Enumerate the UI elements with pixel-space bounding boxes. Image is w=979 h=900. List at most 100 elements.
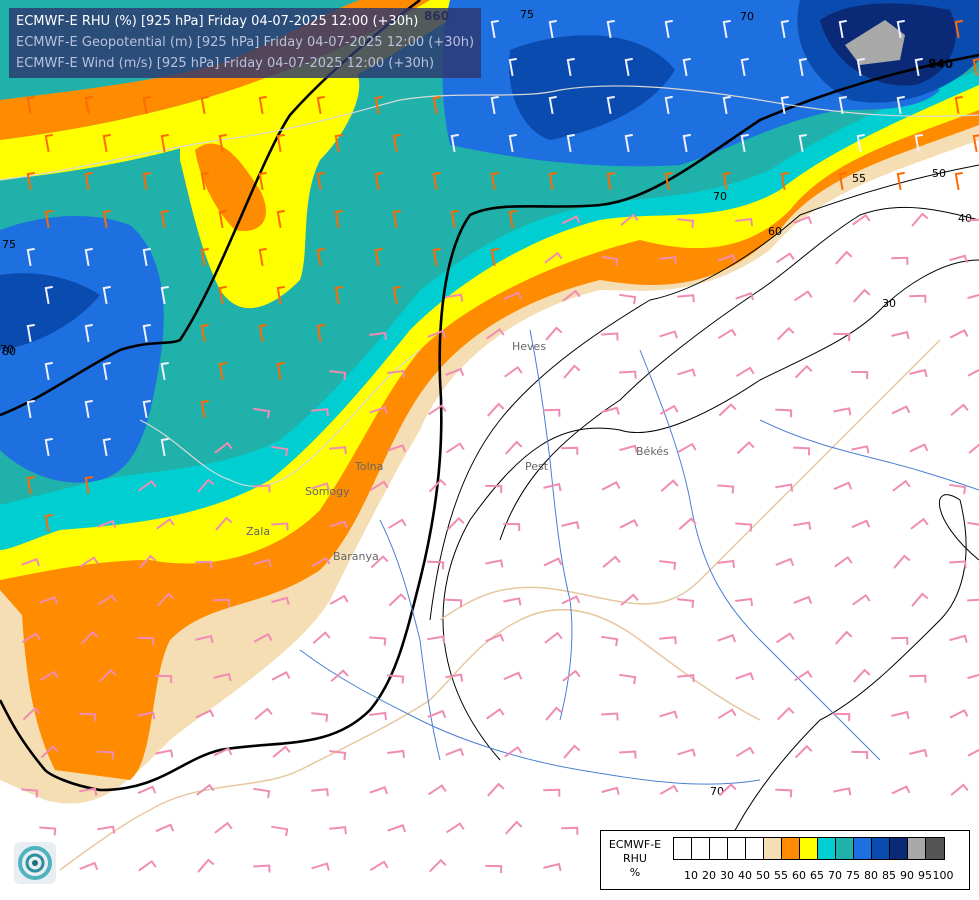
wind-barb — [316, 323, 325, 343]
wind-barb — [950, 783, 969, 796]
wind-barb — [619, 673, 637, 685]
wind-barb — [606, 171, 615, 191]
wind-barb — [97, 750, 115, 760]
wind-barb — [213, 747, 233, 757]
wind-barb — [659, 560, 677, 570]
wind-barb — [949, 634, 968, 643]
wind-barb — [505, 820, 523, 835]
wind-barb — [102, 133, 111, 153]
wind-barb — [157, 592, 175, 607]
wind-barb — [374, 171, 383, 191]
wind-barb — [717, 254, 737, 263]
wind-barb — [775, 408, 793, 418]
legend-color-bar — [673, 837, 945, 860]
wind-barb — [602, 555, 621, 568]
wind-barb — [619, 518, 639, 529]
wind-barb — [218, 133, 227, 153]
legend-swatch — [692, 838, 710, 859]
river-line — [299, 649, 761, 785]
wind-barb — [26, 399, 35, 419]
wind-barb — [543, 788, 561, 797]
contour-label-70: 70 — [713, 190, 727, 203]
wind-barb — [838, 19, 847, 39]
wind-barb — [735, 366, 755, 378]
wind-barb — [967, 366, 979, 377]
color-legend: ECMWF-E RHU % 10 20 30 40 50 55 60 65 70 75 80 85 90… — [600, 830, 970, 890]
wind-barb — [253, 864, 271, 873]
wind-barb — [218, 361, 227, 381]
wind-barb — [911, 212, 929, 227]
wind-barb — [896, 19, 905, 39]
wind-barb — [369, 786, 389, 795]
wind-barb — [677, 442, 697, 453]
wind-barb — [200, 323, 209, 343]
wind-barb — [891, 785, 911, 795]
wind-barb — [80, 630, 99, 645]
wind-barb — [276, 285, 285, 305]
place-label: Békés — [636, 445, 669, 458]
wind-barb — [736, 441, 755, 455]
wind-barb — [254, 707, 273, 720]
wind-barb — [432, 95, 441, 115]
wind-barb — [329, 750, 347, 760]
wind-barb — [954, 95, 963, 115]
wind-barb — [142, 247, 151, 267]
wind-barb — [137, 636, 155, 646]
wind-barb — [682, 133, 691, 153]
rhu-blob-85-ne — [509, 35, 675, 140]
wind-barb — [197, 858, 215, 873]
legend-swatch — [908, 838, 926, 859]
contour-label-75: 75 — [2, 238, 16, 251]
legend-tick: 40 — [738, 869, 752, 882]
wind-barb — [503, 671, 523, 681]
wind-barb — [392, 133, 401, 153]
wind-barb — [561, 446, 579, 455]
wind-barb — [253, 407, 271, 419]
wind-barb — [717, 634, 737, 643]
legend-swatch — [872, 838, 890, 859]
place-label: Tolna — [354, 460, 383, 473]
wind-barb — [160, 285, 169, 305]
wind-barb — [562, 289, 581, 302]
wind-barb — [427, 404, 447, 416]
wind-barb — [949, 254, 968, 263]
wind-barb — [79, 787, 98, 796]
legend-swatch — [818, 838, 836, 859]
wind-barb — [445, 747, 465, 756]
wind-barb — [445, 598, 463, 608]
wind-barb — [370, 555, 389, 569]
wind-barb — [490, 171, 499, 191]
wind-barb — [271, 670, 291, 681]
legend-tick-labels: 10 20 30 40 50 55 60 65 70 75 80 85 90 95 100 — [673, 869, 973, 883]
wind-barb — [563, 364, 581, 379]
border-line — [439, 339, 941, 621]
wind-barb — [79, 861, 99, 870]
border-line — [59, 608, 761, 871]
wind-barb — [838, 171, 847, 191]
wind-barb — [954, 171, 963, 191]
wind-barb — [548, 171, 557, 191]
wind-barb — [735, 672, 755, 681]
wind-barb — [160, 437, 169, 457]
wind-barb — [891, 330, 910, 340]
place-label: Heves — [512, 340, 546, 353]
legend-unit: % — [629, 866, 641, 879]
wind-barb — [369, 480, 389, 492]
contour-label-55: 55 — [852, 172, 866, 185]
wind-barb — [682, 57, 691, 77]
wind-barb — [659, 784, 679, 795]
wind-barb — [142, 171, 151, 191]
contour-label-70: 70 — [0, 343, 14, 356]
wind-barb — [718, 403, 737, 417]
wind-barb — [793, 446, 811, 456]
wind-barb — [503, 291, 523, 301]
wind-barb — [793, 290, 813, 302]
wind-barb — [156, 517, 175, 530]
wind-barb — [22, 707, 41, 721]
wind-barb — [271, 445, 289, 457]
wind-barb — [195, 709, 215, 719]
rhu-contour-70-se — [729, 494, 979, 841]
wind-barb — [485, 633, 505, 643]
wind-barb — [619, 750, 637, 759]
border-line — [139, 349, 421, 488]
